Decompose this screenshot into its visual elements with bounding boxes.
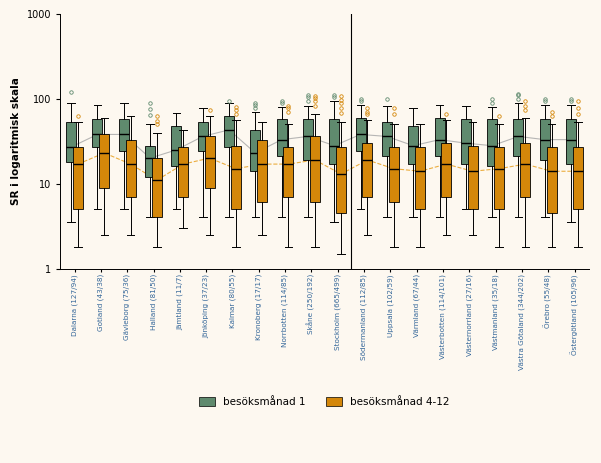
Bar xyxy=(494,147,504,209)
Bar xyxy=(99,134,109,188)
Bar xyxy=(329,119,340,164)
Bar xyxy=(119,119,129,151)
Bar xyxy=(461,119,471,164)
Bar xyxy=(126,140,136,197)
Bar xyxy=(487,119,497,166)
Bar xyxy=(284,147,293,197)
Bar xyxy=(441,143,451,197)
Bar xyxy=(145,146,155,177)
Bar xyxy=(415,147,425,209)
Bar xyxy=(224,116,234,147)
Bar xyxy=(204,137,215,188)
Bar xyxy=(336,147,346,213)
Bar xyxy=(73,147,83,209)
Y-axis label: SR i logaritmisk skala: SR i logaritmisk skala xyxy=(11,77,21,205)
Bar xyxy=(303,119,313,160)
Bar xyxy=(356,118,365,151)
Bar xyxy=(257,140,267,202)
Bar xyxy=(547,147,557,213)
Bar xyxy=(152,158,162,218)
Bar xyxy=(566,119,576,164)
Bar xyxy=(435,118,445,156)
Legend: besöksmånad 1, besöksmånad 4-12: besöksmånad 1, besöksmånad 4-12 xyxy=(195,393,454,411)
Bar xyxy=(520,143,530,197)
Bar xyxy=(66,122,76,162)
Bar xyxy=(513,119,523,156)
Bar xyxy=(231,146,241,209)
Bar xyxy=(171,126,182,166)
Bar xyxy=(540,119,550,160)
Bar xyxy=(178,147,188,197)
Bar xyxy=(251,130,260,171)
Bar xyxy=(382,122,392,156)
Bar xyxy=(198,122,208,151)
Bar xyxy=(310,137,320,202)
Bar xyxy=(573,147,583,209)
Bar xyxy=(93,119,102,147)
Bar xyxy=(362,143,373,197)
Bar xyxy=(389,147,398,202)
Bar xyxy=(408,126,418,164)
Bar xyxy=(468,146,478,209)
Bar xyxy=(276,119,287,156)
